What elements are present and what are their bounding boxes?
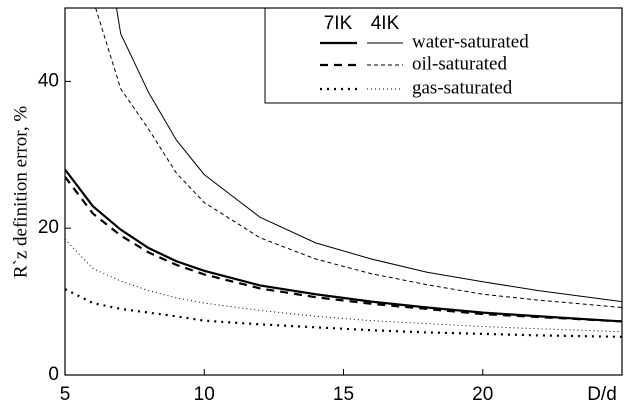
legend-label: gas-saturated [412,77,513,98]
x-axis-label: D/d [587,384,617,405]
line [116,8,622,303]
legend-label: water-saturated [412,31,529,52]
y-tick-label: 0 [48,364,59,385]
legend-label: oil-saturated [412,53,507,74]
line [65,168,622,323]
x-tick-label: 5 [60,384,71,405]
x-tick-label: 10 [194,384,215,405]
y-tick-label: 40 [38,70,59,91]
legend-column-label: 4IK [371,13,400,34]
legend-box [264,7,623,104]
y-tick-label: 20 [38,217,59,238]
y-axis-label: R`z definition error, % [10,106,31,278]
line [65,288,622,338]
x-tick-label: 20 [472,384,493,405]
x-tick-label: 15 [333,384,354,405]
plot-area [65,8,622,338]
line [65,176,622,323]
legend-column-label: 7IK [324,13,353,34]
